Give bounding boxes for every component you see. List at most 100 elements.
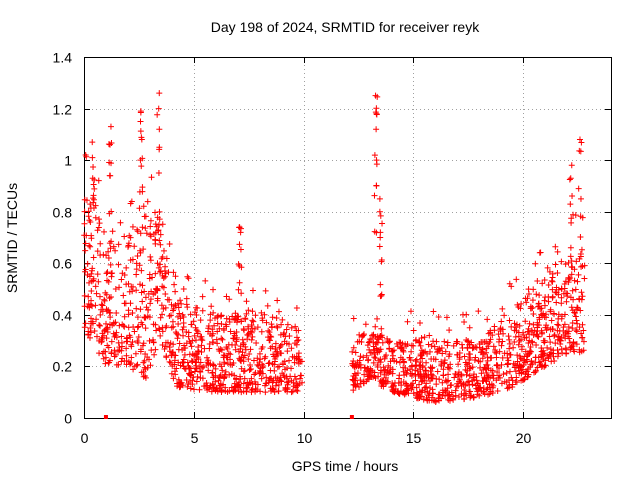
data-point <box>394 343 401 350</box>
data-point <box>178 379 185 386</box>
data-point <box>141 288 148 295</box>
data-point <box>157 314 164 321</box>
data-point <box>447 361 454 368</box>
data-point <box>552 289 559 296</box>
data-point <box>435 394 442 401</box>
data-point <box>513 276 520 283</box>
data-point <box>166 312 173 319</box>
data-point <box>157 332 164 339</box>
data-point <box>159 272 166 279</box>
data-point <box>281 338 288 345</box>
data-point <box>244 384 251 391</box>
data-point <box>578 263 585 270</box>
data-point <box>564 330 571 337</box>
data-point <box>577 195 584 202</box>
data-point <box>272 340 279 347</box>
data-point <box>498 380 505 387</box>
data-point <box>263 319 270 326</box>
data-point <box>396 359 403 366</box>
data-point <box>288 324 295 331</box>
y-tick-label: 0.2 <box>53 359 73 375</box>
data-point <box>87 301 94 308</box>
data-point <box>485 391 492 398</box>
data-point <box>102 320 109 327</box>
data-point <box>568 215 575 222</box>
data-point <box>542 294 549 301</box>
data-point <box>413 336 420 343</box>
data-point <box>549 286 556 293</box>
data-point <box>407 366 414 373</box>
data-point <box>139 321 146 328</box>
data-point <box>121 323 128 330</box>
data-point <box>148 288 155 295</box>
data-point <box>466 382 473 389</box>
data-point <box>558 258 565 265</box>
data-point <box>137 249 144 256</box>
data-point <box>209 381 216 388</box>
data-point <box>134 226 141 233</box>
data-point <box>171 361 178 368</box>
data-point <box>221 373 228 380</box>
data-point <box>108 160 115 167</box>
data-point <box>254 381 261 388</box>
data-point <box>387 364 394 371</box>
data-point <box>389 347 396 354</box>
data-point <box>444 339 451 346</box>
data-point <box>164 296 171 303</box>
data-point <box>89 154 96 161</box>
data-point <box>196 368 203 375</box>
data-point <box>98 301 105 308</box>
data-point <box>477 364 484 371</box>
data-point <box>485 330 492 337</box>
data-point <box>455 394 462 401</box>
data-point <box>163 322 170 329</box>
data-point <box>202 277 209 284</box>
data-point <box>568 304 575 311</box>
data-point <box>449 395 456 402</box>
data-point <box>170 269 177 276</box>
data-point <box>574 320 581 327</box>
data-point <box>353 372 360 379</box>
data-point <box>196 363 203 370</box>
data-point <box>366 346 373 353</box>
data-point <box>188 357 195 364</box>
data-point <box>519 377 526 384</box>
data-point <box>265 327 272 334</box>
data-point <box>362 321 369 328</box>
data-point <box>352 383 359 390</box>
data-point <box>363 352 370 359</box>
data-point <box>187 372 194 379</box>
data-point <box>410 390 417 397</box>
data-point <box>156 268 163 275</box>
data-point <box>521 334 528 341</box>
data-point <box>248 389 255 396</box>
data-point <box>199 307 206 314</box>
data-point <box>154 214 161 221</box>
data-point <box>240 358 247 365</box>
data-point <box>229 362 236 369</box>
data-point <box>81 220 88 227</box>
data-point <box>570 338 577 345</box>
data-point <box>297 375 304 382</box>
data-point <box>512 379 519 386</box>
data-point <box>134 314 141 321</box>
data-point <box>430 308 437 315</box>
data-point <box>115 241 122 248</box>
data-point <box>199 375 206 382</box>
data-point <box>565 274 572 281</box>
data-point <box>529 297 536 304</box>
data-point <box>514 352 521 359</box>
data-point <box>146 356 153 363</box>
data-point <box>147 231 154 238</box>
data-point <box>242 346 249 353</box>
data-point <box>573 317 580 324</box>
data-point <box>128 354 135 361</box>
data-point <box>464 367 471 374</box>
data-point <box>571 310 578 317</box>
data-point <box>495 331 502 338</box>
data-point <box>125 280 132 287</box>
data-point <box>156 90 163 97</box>
data-point <box>350 315 357 322</box>
data-point <box>162 304 169 311</box>
data-point <box>193 311 200 318</box>
